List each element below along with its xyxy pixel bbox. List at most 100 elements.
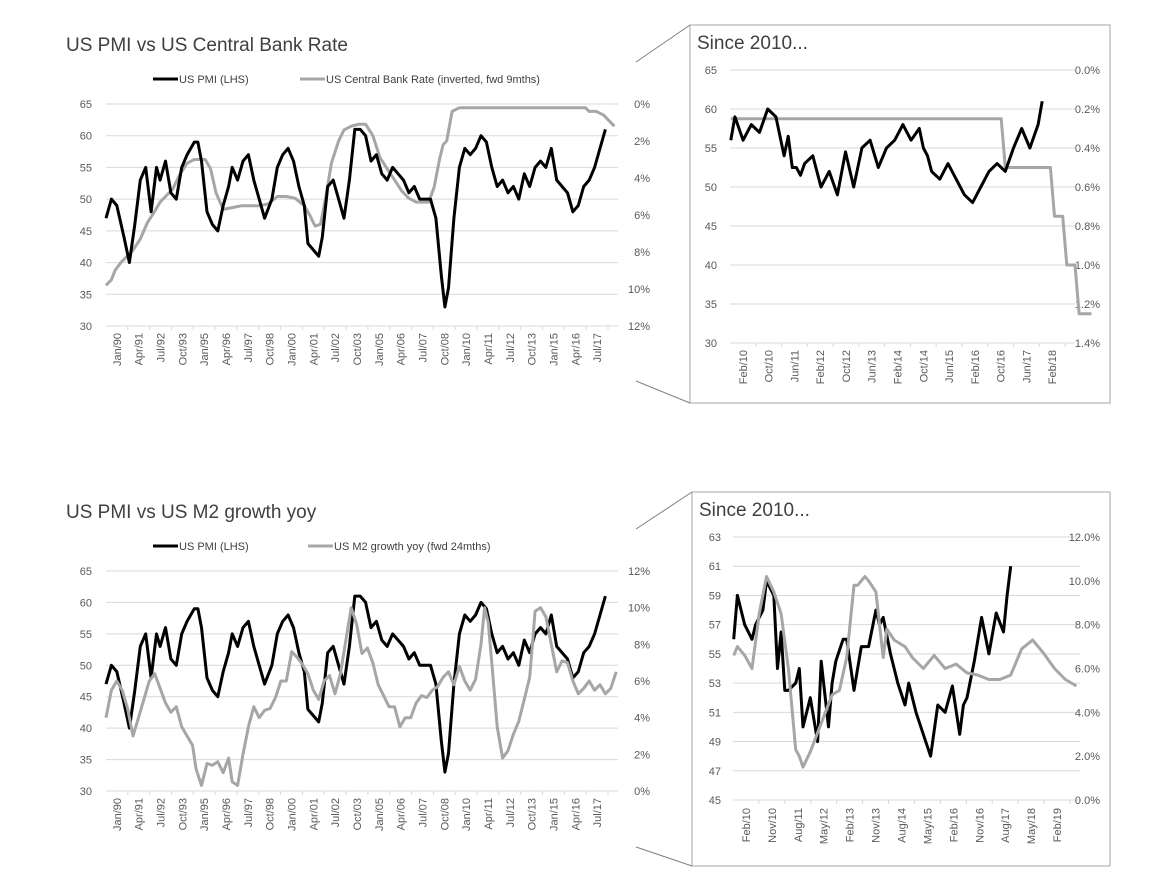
x-tick-label: Jan/10 [461, 798, 473, 831]
legend-label-m2: US M2 growth yoy (fwd 24mths) [334, 541, 491, 553]
x-tick-label: Oct/93 [177, 798, 189, 830]
y-right-tick-label: 10.0% [1069, 576, 1100, 588]
x-tick-label: Nov/13 [871, 808, 883, 843]
x-tick-label: Oct/13 [527, 798, 539, 830]
x-tick-label: Jun/11 [789, 350, 801, 382]
series-line-us-m2-growth-yoy-fwd-24mths [732, 575, 1078, 769]
x-tick-label: Jan/90 [112, 333, 124, 366]
x-tick-label: Oct/16 [996, 350, 1008, 382]
series-line-us-central-bank-rate-inverted-fwd-9mths [104, 106, 616, 287]
y-right-tick-label: 2.0% [1075, 751, 1100, 763]
y-right-tick-label: 2% [634, 749, 650, 761]
x-tick-label: Jul/12 [505, 333, 517, 362]
y-axis-right: 12.0% 10.0% 8.0% 6.0% 4.0% 2.0% 0.0% [1069, 532, 1100, 807]
y-right-tick-label: 6.0% [1075, 664, 1100, 676]
x-tick-label: Oct/13 [527, 333, 539, 365]
series-line-us-pmi-lhs [104, 127, 607, 309]
x-tick-label: Apr/01 [308, 333, 320, 365]
y-left-tick-label: 35 [705, 299, 717, 311]
y-right-tick-label: 0.0% [1075, 65, 1100, 77]
y-right-tick-label: 4% [634, 713, 650, 725]
legend-label-pmi: US PMI (LHS) [179, 74, 249, 86]
y-left-tick-label: 61 [709, 561, 721, 573]
x-tick-label: Jul/02 [330, 798, 342, 827]
y-left-tick-label: 45 [80, 692, 92, 704]
x-tick-label: Jan/95 [199, 798, 211, 831]
x-tick-label: Nov/10 [767, 808, 779, 843]
y-left-tick-label: 55 [80, 629, 92, 641]
x-tick-label: Oct/08 [439, 333, 451, 365]
x-tick-label: Apr/11 [483, 333, 495, 365]
y-right-tick-label: 4% [634, 173, 650, 185]
x-tick-label: Oct/08 [439, 798, 451, 830]
y-left-tick-label: 65 [705, 65, 717, 77]
x-tick-label: Feb/18 [1047, 350, 1059, 384]
x-tick-label: Oct/98 [265, 333, 277, 365]
x-tick-label: Jan/00 [287, 798, 299, 831]
y-axis-left: 65 60 55 50 45 40 35 30 [705, 65, 717, 350]
x-tick-label: Aug/17 [1000, 808, 1012, 843]
zoom-connector-bottom [635, 380, 691, 404]
y-right-tick-label: 10% [628, 284, 650, 296]
y-right-tick-label: 1.0% [1075, 260, 1100, 272]
y-right-tick-label: 8% [634, 639, 650, 651]
y-left-tick-label: 30 [80, 321, 92, 333]
y-right-tick-label: 0.4% [1075, 143, 1100, 155]
y-right-tick-label: 12.0% [1069, 532, 1100, 544]
y-right-tick-label: 10% [628, 603, 650, 615]
x-tick-label: Jan/90 [112, 798, 124, 831]
y-right-tick-label: 12% [628, 321, 650, 333]
x-tick-label: Feb/16 [970, 350, 982, 384]
chart-pmi-vs-m2: US PMI vs US M2 growth yoy US PMI (LHS) … [66, 502, 650, 831]
x-tick-label: Jul/17 [592, 333, 604, 362]
y-right-tick-label: 0.0% [1075, 795, 1100, 807]
y-left-tick-label: 50 [80, 194, 92, 206]
y-right-tick-label: 8.0% [1075, 620, 1100, 632]
y-right-tick-label: 4.0% [1075, 707, 1100, 719]
y-right-tick-label: 0% [634, 99, 650, 111]
y-left-tick-label: 40 [80, 258, 92, 270]
y-right-tick-label: 6% [634, 210, 650, 222]
x-tick-label: Oct/93 [177, 333, 189, 365]
x-tick-label: Nov/16 [974, 808, 986, 843]
x-tick-label: Oct/03 [352, 798, 364, 830]
x-tick-label: Apr/16 [570, 333, 582, 365]
y-right-tick-label: 2% [634, 136, 650, 148]
x-tick-label: Apr/16 [570, 798, 582, 830]
x-tick-label: Jan/15 [548, 333, 560, 366]
x-tick-label: Jun/15 [944, 350, 956, 383]
y-axis-right: 0% 2% 4% 6% 8% 10% 12% [628, 99, 650, 333]
x-tick-label: Jan/05 [374, 798, 386, 831]
y-left-tick-label: 45 [705, 221, 717, 233]
x-tick-label: Oct/98 [265, 798, 277, 830]
y-left-tick-label: 35 [80, 755, 92, 767]
series-line-us-pmi-lhs [732, 566, 1013, 758]
gridlines [106, 570, 618, 792]
y-left-tick-label: 65 [80, 99, 92, 111]
x-tick-label: Feb/16 [948, 808, 960, 842]
x-tick-label: Feb/19 [1052, 808, 1064, 842]
y-left-tick-label: 35 [80, 289, 92, 301]
y-axis-left: 63 61 59 57 55 53 51 49 47 45 [709, 532, 721, 807]
inset-title: Since 2010... [699, 500, 810, 521]
y-left-tick-label: 57 [709, 620, 721, 632]
x-tick-label: Feb/14 [893, 350, 905, 384]
y-left-tick-label: 60 [80, 131, 92, 143]
inset-frame [691, 491, 1111, 867]
x-tick-label: Apr/96 [221, 798, 233, 830]
y-right-tick-label: 1.2% [1075, 299, 1100, 311]
x-axis: Feb/10 Nov/10 Aug/11 May/12 Feb/13 Nov/13 Aug/… [741, 800, 1071, 844]
x-tick-label: Jan/15 [548, 798, 560, 831]
x-tick-label: Jun/17 [1021, 350, 1033, 383]
x-tick-label: Jan/95 [199, 333, 211, 366]
x-tick-label: Jul/02 [330, 333, 342, 362]
x-tick-label: Feb/12 [815, 350, 827, 384]
inset-title: Since 2010... [697, 33, 808, 54]
y-left-tick-label: 55 [705, 143, 717, 155]
legend-label-rate: US Central Bank Rate (inverted, fwd 9mth… [326, 74, 540, 86]
chart-title: US PMI vs US M2 growth yoy [66, 502, 317, 523]
chart-inset-m2-since-2010: Since 2010... 63 61 59 57 55 53 51 49 47 45 12.0%… [635, 491, 1111, 867]
x-tick-label: Oct/10 [764, 350, 776, 382]
y-right-tick-label: 0% [634, 786, 650, 798]
